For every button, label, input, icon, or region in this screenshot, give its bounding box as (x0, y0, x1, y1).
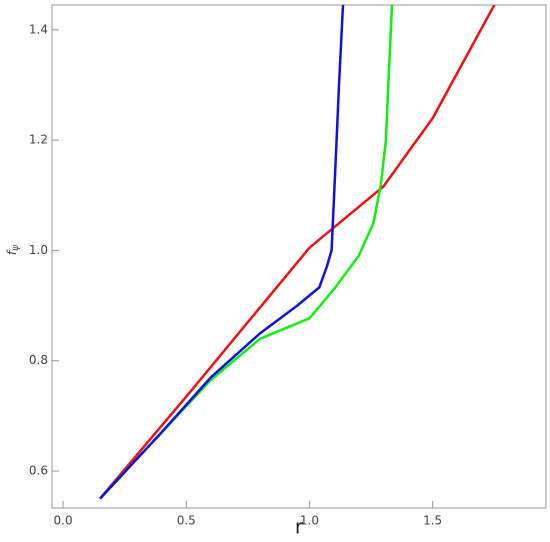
line-series (99, 5, 394, 500)
y-axis-title-sub: ψ (11, 244, 21, 251)
line-series (99, 5, 496, 500)
x-axis-title: r (295, 515, 304, 539)
y-tick-label: 0.6 (29, 464, 48, 478)
y-tick-label: 0.8 (29, 353, 48, 367)
y-axis-title-f: f (5, 249, 19, 255)
y-axis-title: fψ (5, 244, 21, 255)
line-series (99, 5, 345, 500)
y-tick-label: 1.4 (29, 22, 48, 36)
plot-frame (51, 4, 547, 509)
y-tick-label: 1.2 (29, 133, 48, 147)
x-tick-label: 1.5 (423, 514, 442, 528)
x-tick-label: 0.5 (177, 514, 196, 528)
y-axis-title-main: fψ (5, 244, 21, 255)
y-tick-label: 1.0 (29, 243, 48, 257)
x-tick-label: 1.0 (300, 514, 319, 528)
x-tick-label: 0.0 (54, 514, 73, 528)
